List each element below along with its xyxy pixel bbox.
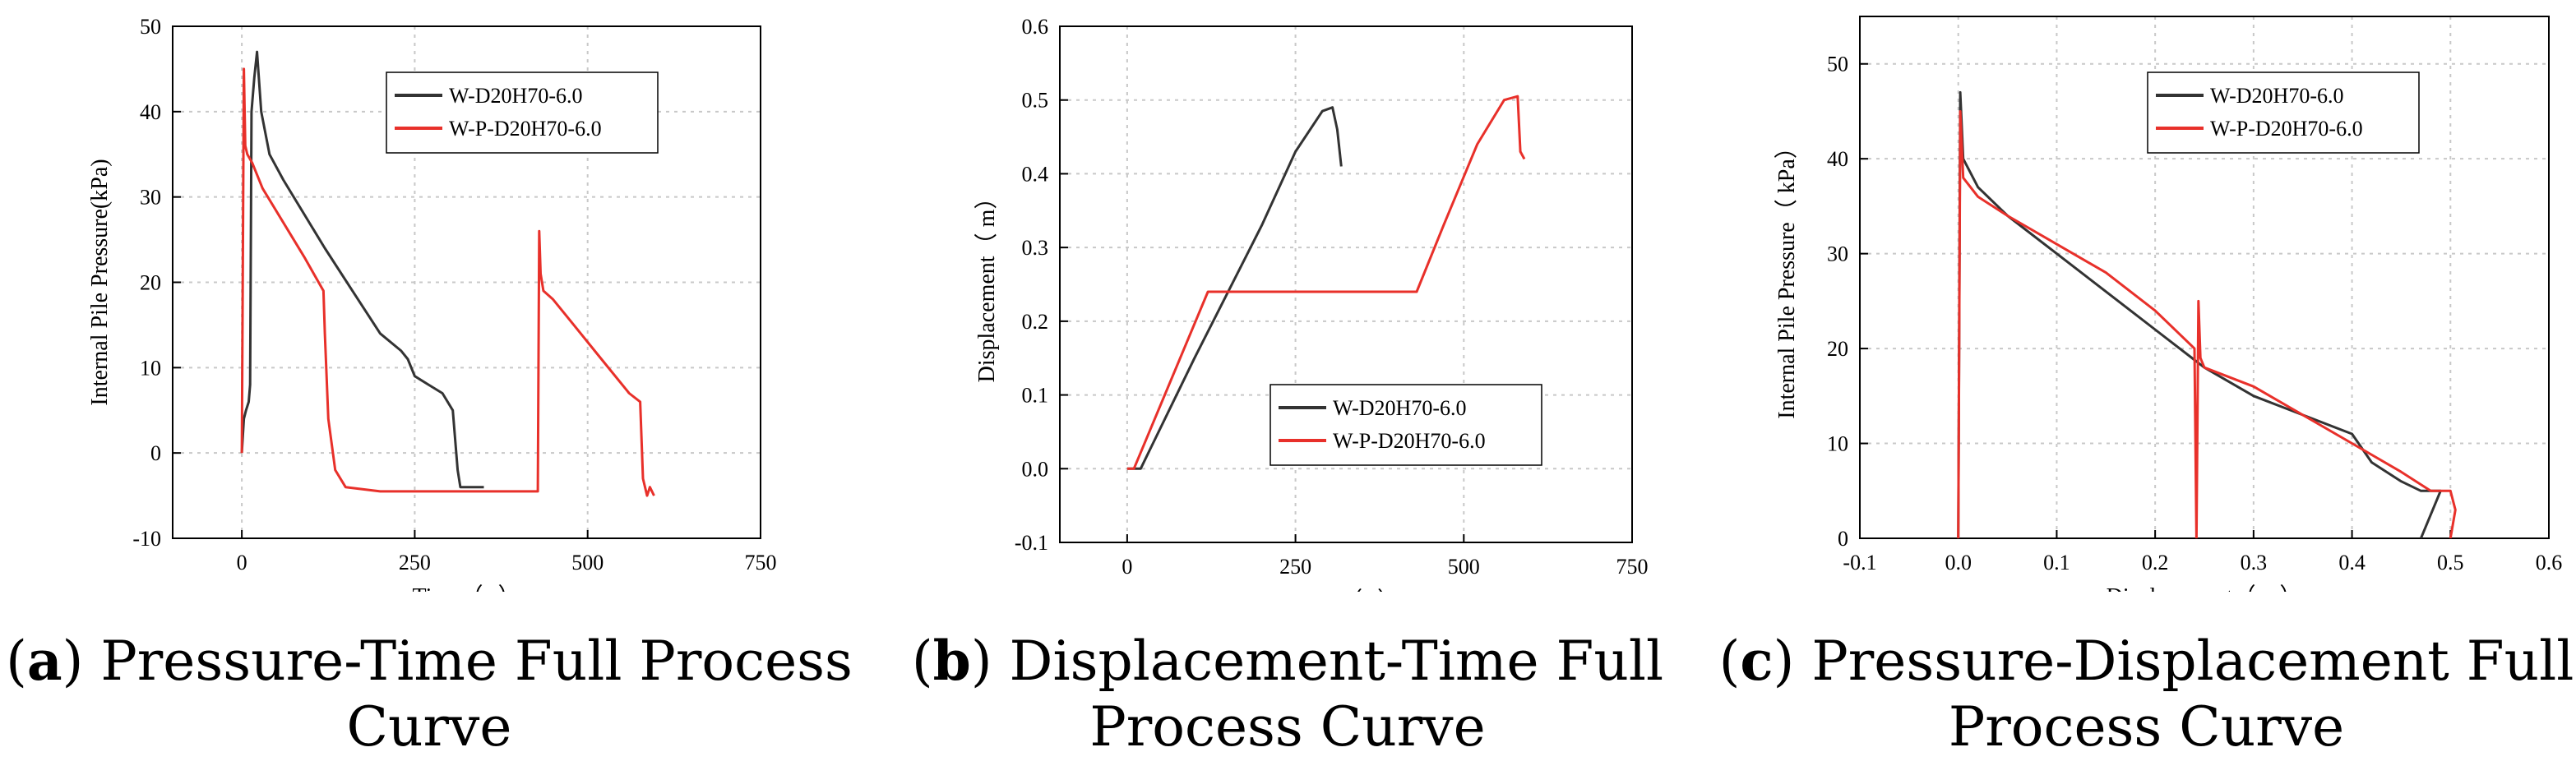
- caption-b-text: ) Displacement-Time Full Process Curve: [970, 630, 1664, 759]
- y-tick-label: 20: [1827, 337, 1848, 361]
- y-tick-label: 0.3: [1022, 236, 1049, 260]
- x-tick-label: 0.3: [2241, 551, 2268, 574]
- caption-a: (a) Pressure-Time Full Process Curve: [0, 628, 858, 760]
- legend-box: [386, 72, 659, 154]
- x-axis-label: Time（ s）: [412, 584, 520, 592]
- caption-c-paren: (: [1718, 630, 1741, 693]
- y-tick-label: 0.1: [1022, 384, 1049, 408]
- x-tick-label: 0: [1122, 555, 1132, 579]
- y-tick-label: 0.5: [1022, 89, 1049, 113]
- x-tick-label: 0.6: [2536, 551, 2563, 574]
- y-tick-label: 10: [140, 356, 161, 380]
- chart-c: -0.1 0.0 0.1 0.2 0.3 0.4 0.5 0.6 0 10 20 30 40 50 Disp…: [1774, 16, 2563, 592]
- legend-label-0: W-D20H70-6.0: [2210, 84, 2343, 108]
- y-tick-label: 0.0: [1022, 457, 1049, 481]
- y-tick-label: 0.2: [1022, 310, 1049, 334]
- legend-box: [2147, 72, 2420, 154]
- y-tick-label: 0: [150, 441, 161, 465]
- legend-label-1: W-P-D20H70-6.0: [1333, 429, 1486, 453]
- y-tick-label: 0.6: [1022, 15, 1049, 39]
- legend-label-0: W-D20H70-6.0: [449, 84, 582, 108]
- x-tick-label: 0.5: [2437, 551, 2464, 574]
- x-tick-label: 500: [571, 551, 604, 574]
- y-tick-label: 0.4: [1022, 162, 1049, 186]
- legend-label-1: W-P-D20H70-6.0: [449, 117, 602, 141]
- x-tick-label: 250: [399, 551, 431, 574]
- x-tick-label: 0.4: [2338, 551, 2366, 574]
- series-line-0: [1957, 90, 2442, 538]
- y-axis-label: Displacement（ m）: [974, 187, 1000, 383]
- y-tick-label: 30: [1827, 242, 1848, 266]
- legend-label-1: W-P-D20H70-6.0: [2210, 117, 2363, 141]
- panel-c: -0.1 0.0 0.1 0.2 0.3 0.4 0.5 0.6 0 10 20 30 40 50 Disp…: [1717, 0, 2576, 775]
- x-tick-label: 750: [745, 551, 777, 574]
- caption-c: (c) Pressure-Displacement Full Process C…: [1717, 628, 2576, 760]
- caption-b-letter: b: [932, 629, 971, 693]
- caption-c-letter: c: [1740, 629, 1774, 693]
- x-axis-label: Time（ s）: [1292, 588, 1400, 592]
- plot-frame: [1059, 25, 1633, 543]
- y-tick-label: 40: [140, 100, 161, 124]
- panel-a: 0 250 500 750 -10 0 10 20 30 40 50 Time（ s） Internal…: [0, 0, 858, 775]
- caption-c-text: ) Pressure-Displacement Full Process Cur…: [1773, 630, 2574, 759]
- legend: W-D20H70-6.0 W-P-D20H70-6.0: [2147, 72, 2420, 154]
- y-tick-label: 50: [140, 15, 161, 39]
- panel-b: 0 250 500 750 -0.1 0.0 0.1 0.2 0.3 0.4 0.5 0.6 Time（…: [858, 0, 1717, 775]
- legend-box: [1270, 384, 1542, 466]
- legend: W-D20H70-6.0 W-P-D20H70-6.0: [386, 72, 659, 154]
- x-tick-label: -0.1: [1843, 551, 1876, 574]
- chart-b: 0 250 500 750 -0.1 0.0 0.1 0.2 0.3 0.4 0.5 0.6 Time（…: [974, 15, 1649, 592]
- series-line-1: [1957, 110, 2457, 538]
- x-tick-label: 500: [1448, 555, 1480, 579]
- caption-a-paren: (: [6, 630, 27, 693]
- series-line-0: [240, 50, 484, 489]
- y-tick-label: -10: [132, 527, 161, 551]
- x-tick-label: 0.1: [2043, 551, 2070, 574]
- x-tick-label: 0: [237, 551, 247, 574]
- series-line-1: [240, 67, 655, 497]
- series-line-0: [1126, 106, 1343, 470]
- x-tick-label: 0.2: [2142, 551, 2169, 574]
- series-line-1: [1126, 95, 1526, 470]
- x-axis-label: Displacement（ m）: [2107, 584, 2303, 592]
- caption-a-letter: a: [26, 629, 62, 693]
- caption-a-text: ) Pressure-Time Full Process Curve: [62, 630, 853, 759]
- x-tick-label: 750: [1616, 555, 1649, 579]
- y-tick-label: 20: [140, 271, 161, 295]
- y-tick-label: 50: [1827, 53, 1848, 76]
- y-axis-label: Internal Pile Pressure(kPa): [87, 159, 113, 405]
- plot-frame: [1859, 16, 2550, 539]
- legend: W-D20H70-6.0 W-P-D20H70-6.0: [1270, 384, 1542, 466]
- y-tick-label: 0: [1838, 527, 1848, 551]
- x-tick-label: 0.0: [1945, 551, 1972, 574]
- y-tick-label: 40: [1827, 147, 1848, 171]
- y-tick-label: 10: [1827, 432, 1848, 456]
- caption-b-paren: (: [911, 630, 933, 693]
- chart-a: 0 250 500 750 -10 0 10 20 30 40 50 Time（ s） Internal…: [87, 15, 777, 592]
- y-axis-label: Internal Pile Pressure（ kPa）: [1774, 136, 1800, 419]
- caption-b: (b) Displacement-Time Full Process Curve: [858, 628, 1717, 760]
- x-tick-label: 250: [1279, 555, 1311, 579]
- y-tick-label: -0.1: [1015, 531, 1048, 555]
- legend-label-0: W-D20H70-6.0: [1333, 396, 1466, 420]
- y-tick-label: 30: [140, 186, 161, 210]
